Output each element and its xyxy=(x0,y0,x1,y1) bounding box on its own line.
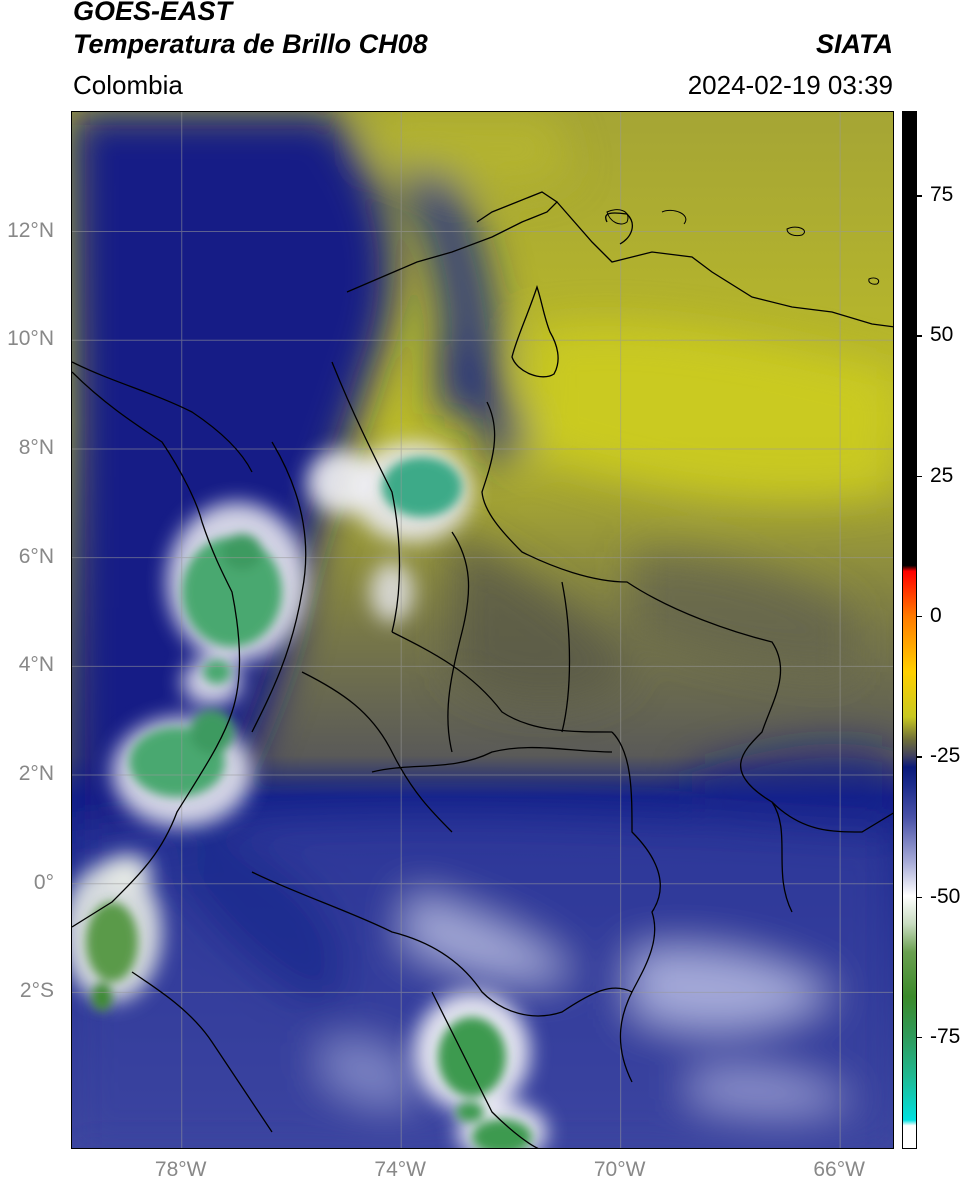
satellite-map[interactable] xyxy=(71,111,894,1149)
colorbar-tick-label: -75 xyxy=(930,1024,961,1048)
colorbar-tick-label: 50 xyxy=(930,323,954,347)
department-line-7 xyxy=(371,746,613,773)
datetime-label: 2024-02-19 03:39 xyxy=(687,70,893,100)
colombia-peru-border xyxy=(251,871,633,1017)
colorbar-tick xyxy=(917,475,922,478)
islands xyxy=(606,209,880,285)
lat-tick-label: 4°N xyxy=(18,653,54,677)
lon-tick-label: 78°W xyxy=(154,1158,207,1181)
venezuela-north-coast xyxy=(556,201,893,328)
department-line-2 xyxy=(251,441,307,733)
department-line-4 xyxy=(301,671,453,833)
venezuela-brazil-border xyxy=(771,801,893,833)
department-line-5 xyxy=(447,531,470,753)
coastline-caribbean xyxy=(346,191,559,293)
ecuador-peru-border xyxy=(131,971,273,1133)
colombia-venezuela-border xyxy=(481,401,793,913)
lon-tick-label: 74°W xyxy=(374,1158,426,1181)
lat-tick-label: 12°N xyxy=(7,218,54,242)
colorbar-tick xyxy=(917,615,922,618)
lat-tick-label: 2°S xyxy=(19,979,54,1003)
colorbar-tick xyxy=(917,1036,922,1039)
pacific-coast xyxy=(72,371,241,928)
lake-maracaibo xyxy=(511,284,559,378)
colorbar xyxy=(902,111,917,1149)
region-label: Colombia xyxy=(73,70,183,100)
department-line-1 xyxy=(331,361,401,633)
colorbar-tick xyxy=(917,335,922,337)
lat-tick-label: 2°N xyxy=(18,762,54,786)
colorbar-tick-label: 0 xyxy=(930,603,942,627)
colorbar-tick xyxy=(917,896,922,898)
department-line-3 xyxy=(391,631,613,733)
lon-tick-label: 70°W xyxy=(593,1158,646,1181)
lat-tick-label: 0° xyxy=(33,870,54,894)
colorbar-tick-label: -25 xyxy=(930,744,961,768)
colorbar-tick-label: -50 xyxy=(930,884,961,908)
panama-border xyxy=(72,361,253,473)
lat-tick-label: 8°N xyxy=(18,435,54,459)
department-line-6 xyxy=(561,581,571,733)
agency-label: SIATA xyxy=(816,29,893,59)
satellite-title: GOES-EAST xyxy=(73,0,233,26)
map-canvas xyxy=(72,112,893,1148)
colorbar-tick xyxy=(917,756,922,758)
product-title: Temperatura de Brillo CH08 xyxy=(73,29,428,59)
graticule xyxy=(72,112,893,1148)
colorbar-tick-label: 75 xyxy=(930,183,954,207)
colombia-brazil-border xyxy=(611,731,661,1083)
boundaries xyxy=(72,191,893,1148)
lon-tick-label: 66°W xyxy=(813,1158,865,1181)
colorbar-tick-label: 25 xyxy=(930,463,954,487)
lat-tick-label: 6°N xyxy=(18,544,54,568)
peru-brazil-border xyxy=(431,991,539,1148)
lat-tick-label: 10°N xyxy=(7,327,54,351)
colorbar-tick xyxy=(917,195,922,197)
